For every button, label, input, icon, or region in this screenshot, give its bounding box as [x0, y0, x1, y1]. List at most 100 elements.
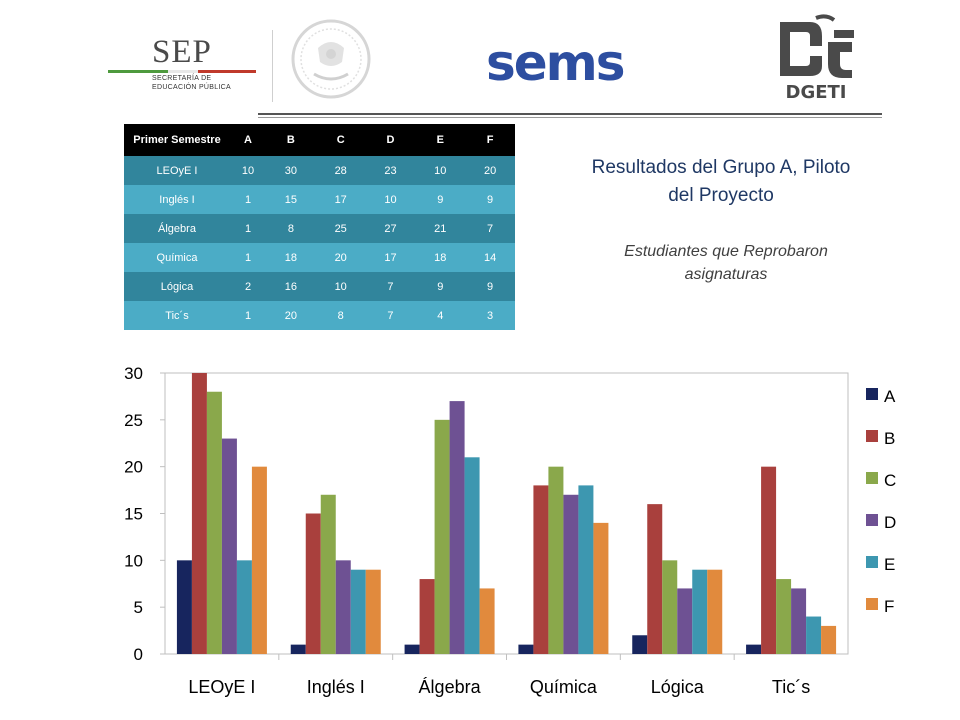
x-tick-label: Inglés I: [307, 677, 365, 697]
table-row: Lógica 2 16 10 7 9 9: [124, 272, 515, 301]
legend-swatch-c: [866, 472, 878, 484]
bar-d-5: [677, 588, 693, 654]
table-cell: 9: [465, 272, 515, 301]
table-cell: 3: [465, 301, 515, 330]
table-cell: 21: [415, 214, 466, 243]
legend-label-a: A: [884, 387, 896, 406]
bar-d-2: [335, 560, 351, 654]
table-cell: 9: [415, 185, 466, 214]
table-header-cell: D: [365, 124, 416, 156]
bar-f-2: [365, 569, 381, 654]
y-tick-label: 0: [134, 645, 143, 664]
bar-a-3: [404, 644, 420, 654]
bar-d-4: [563, 494, 579, 654]
table-cell: 1: [230, 243, 266, 272]
bar-a-5: [632, 635, 648, 654]
sep-color-bar: [108, 70, 256, 73]
y-tick-label: 30: [124, 364, 143, 383]
table-cell-subject: Lógica: [124, 272, 230, 301]
sep-subtitle: SECRETARÍA DE EDUCACIÓN PÚBLICA: [152, 74, 231, 92]
bar-d-6: [791, 588, 807, 654]
table-cell: 7: [465, 214, 515, 243]
bar-a-6: [746, 644, 762, 654]
y-tick-label: 10: [124, 551, 143, 570]
sep-logo-text: SEP: [152, 34, 212, 70]
table-cell: 27: [365, 214, 416, 243]
dgeti-emblem-icon: [780, 14, 854, 78]
y-tick-label: 25: [124, 411, 143, 430]
header-divider: [258, 113, 882, 115]
table-cell: 8: [315, 301, 366, 330]
bar-e-4: [578, 485, 594, 654]
bar-d-1: [221, 438, 237, 654]
bar-e-6: [806, 616, 822, 654]
bar-f-5: [707, 569, 723, 654]
table-cell: 10: [315, 272, 366, 301]
bar-e-5: [692, 569, 708, 654]
table-header-row: Primer Semestre A B C D E F: [124, 124, 515, 156]
bar-e-2: [350, 569, 366, 654]
table-cell: 10: [415, 156, 466, 185]
bar-a-4: [518, 644, 534, 654]
table-header-cell: E: [415, 124, 466, 156]
legend-label-e: E: [884, 555, 895, 574]
legend-swatch-a: [866, 388, 878, 400]
sems-logo: sems: [486, 34, 626, 92]
table-cell: 17: [315, 185, 366, 214]
bar-c-2: [320, 494, 336, 654]
table-cell: 9: [465, 185, 515, 214]
failed-students-table: Primer Semestre A B C D E F LEOyE I 10 3…: [124, 124, 515, 330]
legend-swatch-d: [866, 514, 878, 526]
legend-swatch-b: [866, 430, 878, 442]
dgeti-logo: DGETI: [770, 12, 862, 104]
legend-label-b: B: [884, 429, 895, 448]
table-cell: 1: [230, 301, 266, 330]
table-cell: 25: [315, 214, 366, 243]
sep-subtitle-line1: SECRETARÍA DE: [152, 75, 212, 82]
x-tick-label: Tic´s: [772, 677, 810, 697]
table-cell: 18: [415, 243, 466, 272]
bar-f-3: [479, 588, 495, 654]
sep-logo: SEP SECRETARÍA DE EDUCACIÓN PÚBLICA: [100, 30, 273, 102]
bar-b-1: [191, 373, 207, 654]
table-cell-subject: Tic´s: [124, 301, 230, 330]
dgeti-logo-text: DGETI: [785, 82, 847, 103]
table-cell: 7: [365, 272, 416, 301]
bar-c-4: [548, 466, 564, 654]
x-tick-label: Química: [530, 677, 598, 697]
table-cell: 2: [230, 272, 266, 301]
table-cell: 15: [266, 185, 316, 214]
table-cell: 10: [230, 156, 266, 185]
national-seal-icon: [291, 19, 371, 99]
table-cell: 10: [365, 185, 416, 214]
table-cell: 20: [465, 156, 515, 185]
bar-b-5: [647, 504, 663, 654]
table-cell: 18: [266, 243, 316, 272]
table-row: Álgebra 1 8 25 27 21 7: [124, 214, 515, 243]
table-header-cell: F: [465, 124, 515, 156]
table-row: LEOyE I 10 30 28 23 10 20: [124, 156, 515, 185]
bar-c-5: [662, 560, 678, 654]
bar-b-3: [419, 579, 435, 654]
table-cell: 28: [315, 156, 366, 185]
table-cell: 14: [465, 243, 515, 272]
sep-subtitle-line2: EDUCACIÓN PÚBLICA: [152, 84, 232, 91]
y-tick-label: 15: [124, 505, 143, 524]
bar-e-3: [464, 457, 480, 654]
table-cell: 20: [315, 243, 366, 272]
x-tick-label: Álgebra: [419, 677, 482, 697]
table-cell: 17: [365, 243, 416, 272]
legend-swatch-f: [866, 598, 878, 610]
legend-label-f: F: [884, 597, 894, 616]
bar-c-6: [776, 579, 792, 654]
table-cell-subject: Álgebra: [124, 214, 230, 243]
page-subtitle: Estudiantes que Reprobaron asignaturas: [624, 243, 828, 283]
sep-divider: [272, 30, 273, 102]
table-row: Química 1 18 20 17 18 14: [124, 243, 515, 272]
bar-b-6: [761, 466, 777, 654]
bar-a-2: [290, 644, 306, 654]
bar-b-4: [533, 485, 549, 654]
bar-f-1: [251, 466, 267, 654]
header-logos: SEP SECRETARÍA DE EDUCACIÓN PÚBLICA sems…: [0, 0, 960, 120]
y-tick-label: 20: [124, 458, 143, 477]
